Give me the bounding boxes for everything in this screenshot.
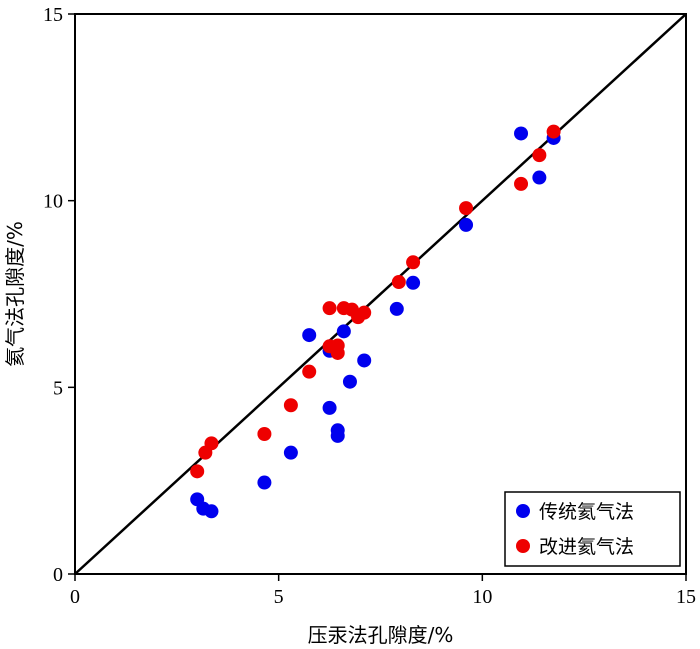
data-point-improved <box>302 364 317 379</box>
legend-box <box>504 491 681 567</box>
data-point-traditional <box>389 301 404 316</box>
data-point-improved <box>257 427 272 441</box>
legend: 传统氦气法 改进氦气法 <box>504 491 681 567</box>
data-point-improved <box>330 345 345 360</box>
data-point-traditional <box>283 445 298 460</box>
data-point-traditional <box>514 126 529 141</box>
diagonal-reference-line <box>74 13 687 575</box>
data-point-improved <box>190 464 205 479</box>
data-point-traditional <box>302 328 317 343</box>
data-point-improved <box>204 436 219 451</box>
x-tick-label: 5 <box>274 586 284 608</box>
legend-label-improved: 改进氦气法 <box>539 536 634 558</box>
y-tick-label: 15 <box>43 4 63 26</box>
data-point-traditional <box>322 400 337 415</box>
data-point-improved <box>514 176 529 191</box>
x-tick-label: 10 <box>472 586 492 608</box>
data-point-improved <box>322 301 337 316</box>
legend-label-traditional: 传统氦气法 <box>539 501 634 523</box>
data-points <box>190 124 561 519</box>
x-axis-ticks: 0 5 10 15 <box>70 574 696 608</box>
data-point-improved <box>391 275 406 290</box>
data-point-traditional <box>336 324 351 339</box>
x-tick-label: 15 <box>676 586 696 608</box>
data-point-improved <box>406 255 421 270</box>
data-point-traditional <box>406 275 421 290</box>
legend-marker-traditional <box>516 504 530 518</box>
x-tick-label: 0 <box>70 586 80 608</box>
data-point-traditional <box>257 475 272 490</box>
y-axis-ticks: 0 5 10 15 <box>43 4 75 586</box>
y-axis-title: 氦气法孔隙度/% <box>3 221 27 367</box>
data-point-improved <box>459 201 474 216</box>
x-axis-title: 压汞法孔隙度/% <box>308 623 454 647</box>
data-point-improved <box>546 124 561 139</box>
data-point-traditional <box>459 217 474 232</box>
y-tick-label: 10 <box>43 191 63 213</box>
data-point-traditional <box>204 504 219 519</box>
data-point-improved <box>357 305 372 320</box>
y-tick-label: 5 <box>53 377 63 399</box>
data-point-improved <box>283 398 298 413</box>
y-tick-label: 0 <box>53 564 63 586</box>
data-point-traditional <box>357 353 372 368</box>
data-point-traditional <box>342 374 357 389</box>
data-point-traditional <box>330 428 345 443</box>
data-point-improved <box>532 148 547 163</box>
data-point-traditional <box>532 170 547 185</box>
legend-marker-improved <box>516 539 530 553</box>
plot-frame <box>74 13 687 575</box>
